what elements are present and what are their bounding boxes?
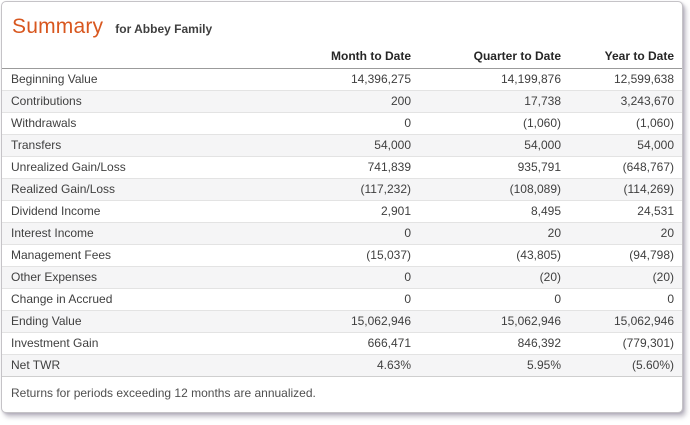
row-label: Change in Accrued [11, 292, 113, 306]
row-label: Management Fees [11, 248, 112, 262]
summary-panel: Summary for Abbey Family Month to Date Qu… [1, 1, 683, 413]
cell-quarter: 17,738 [524, 94, 561, 108]
table-row: Transfers 54,000 54,000 54,000 [2, 134, 682, 157]
table-row: Withdrawals 0 (1,060) (1,060) [2, 112, 682, 135]
footnote: Returns for periods exceeding 12 months … [11, 386, 316, 400]
table-row: Beginning Value 14,396,275 14,199,876 12… [2, 69, 682, 91]
row-label: Withdrawals [11, 116, 77, 130]
cell-year: (648,767) [622, 160, 674, 174]
cell-year: 0 [667, 292, 674, 306]
cell-month: 0 [404, 270, 411, 284]
table-row: Interest Income 0 20 20 [2, 222, 682, 245]
row-label: Transfers [11, 138, 62, 152]
cell-month: 666,471 [367, 336, 411, 350]
table-row: Dividend Income 2,901 8,495 24,531 [2, 200, 682, 223]
cell-year: (1,060) [635, 116, 674, 130]
column-header-month-to-date: Month to Date [261, 47, 411, 69]
cell-month: 200 [390, 94, 411, 108]
column-header-quarter-to-date: Quarter to Date [411, 47, 561, 69]
row-label: Interest Income [11, 226, 94, 240]
table-row: Net TWR 4.63% 5.95% (5.60%) [2, 354, 682, 377]
cell-quarter: (43,805) [516, 248, 561, 262]
cell-month: 741,839 [367, 160, 411, 174]
cell-year: (5.60%) [631, 358, 674, 372]
column-header-empty [2, 47, 261, 69]
row-label: Net TWR [11, 358, 61, 372]
cell-year: 15,062,946 [613, 314, 674, 328]
column-header-year-to-date: Year to Date [561, 47, 682, 69]
cell-quarter: (108,089) [509, 182, 561, 196]
table-row: Management Fees (15,037) (43,805) (94,79… [2, 244, 682, 267]
cell-quarter: 14,199,876 [500, 72, 561, 86]
cell-quarter: (1,060) [522, 116, 561, 130]
cell-year: 24,531 [637, 204, 674, 218]
cell-quarter: 20 [547, 226, 561, 240]
cell-month: 14,396,275 [350, 72, 411, 86]
cell-quarter: 846,392 [517, 336, 561, 350]
row-label: Realized Gain/Loss [11, 182, 116, 196]
table-row: Investment Gain 666,471 846,392 (779,301… [2, 332, 682, 355]
cell-year: (94,798) [629, 248, 674, 262]
cell-quarter: 0 [554, 292, 561, 306]
cell-month: 15,062,946 [350, 314, 411, 328]
table-row: Contributions 200 17,738 3,243,670 [2, 90, 682, 113]
row-label: Dividend Income [11, 204, 101, 218]
row-label: Contributions [11, 94, 82, 108]
cell-month: 4.63% [376, 358, 411, 372]
table-row: Realized Gain/Loss (117,232) (108,089) (… [2, 178, 682, 201]
table-row: Ending Value 15,062,946 15,062,946 15,06… [2, 310, 682, 333]
row-label: Unrealized Gain/Loss [11, 160, 126, 174]
row-label: Ending Value [11, 314, 82, 328]
page-title: Summary [12, 15, 104, 38]
cell-month: (15,037) [366, 248, 411, 262]
cell-quarter: 54,000 [524, 138, 561, 152]
cell-month: (117,232) [360, 182, 411, 196]
row-label: Investment Gain [11, 336, 99, 350]
page-subtitle: for Abbey Family [115, 22, 213, 36]
cell-year: 12,599,638 [613, 72, 674, 86]
cell-year: (114,269) [623, 182, 674, 196]
cell-year: 54,000 [637, 138, 674, 152]
cell-month: 0 [404, 292, 411, 306]
table-header-row: Month to Date Quarter to Date Year to Da… [2, 47, 682, 69]
panel-header: Summary for Abbey Family [2, 2, 682, 41]
cell-quarter: 5.95% [526, 358, 561, 372]
cell-quarter: 935,791 [517, 160, 561, 174]
cell-month: 0 [404, 226, 411, 240]
cell-quarter: (20) [539, 270, 561, 284]
cell-year: 20 [660, 226, 674, 240]
cell-quarter: 15,062,946 [500, 314, 561, 328]
row-label: Beginning Value [11, 72, 98, 86]
row-label: Other Expenses [11, 270, 98, 284]
summary-table: Month to Date Quarter to Date Year to Da… [2, 47, 682, 377]
table-row: Other Expenses 0 (20) (20) [2, 266, 682, 289]
cell-year: 3,243,670 [620, 94, 674, 108]
cell-year: (779,301) [622, 336, 674, 350]
cell-month: 2,901 [380, 204, 411, 218]
cell-quarter: 8,495 [530, 204, 561, 218]
cell-month: 54,000 [374, 138, 411, 152]
cell-year: (20) [652, 270, 674, 284]
cell-month: 0 [404, 116, 411, 130]
table-row: Unrealized Gain/Loss 741,839 935,791 (64… [2, 156, 682, 179]
table-row: Change in Accrued 0 0 0 [2, 288, 682, 311]
